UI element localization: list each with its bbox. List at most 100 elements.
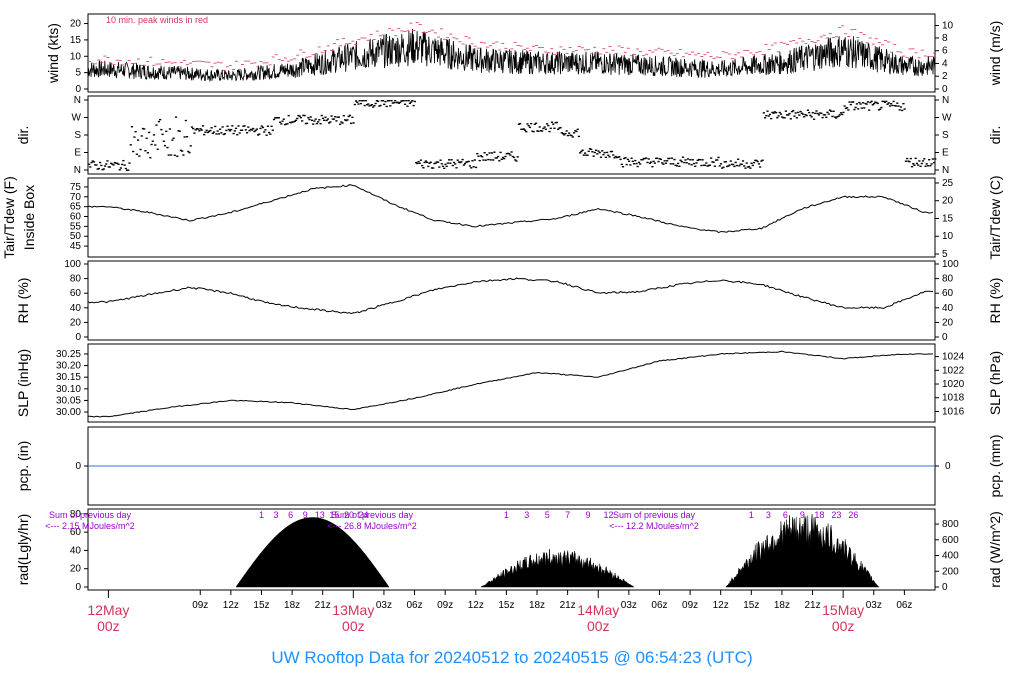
dir-point <box>315 122 318 125</box>
dir-point <box>552 123 555 125</box>
dir-point <box>489 159 492 161</box>
dir-point <box>148 131 151 134</box>
dir-point <box>336 116 339 118</box>
dir-point <box>786 114 789 116</box>
rad-hour-label: 9 <box>586 510 591 520</box>
dir-point <box>512 156 516 159</box>
dir-point <box>904 160 907 162</box>
temp-c-axis-label: 10 <box>942 231 954 242</box>
dir-point <box>891 104 894 107</box>
rad-hour-label: 24 <box>359 510 369 520</box>
dir-point <box>619 158 622 161</box>
dir-point <box>695 162 698 164</box>
dir-point <box>610 150 614 153</box>
dir-point <box>263 131 266 133</box>
rad-sum-label: Sum of previous day <box>331 510 414 520</box>
dir-point <box>883 101 887 103</box>
dir-point <box>778 111 781 114</box>
dir-point <box>663 160 666 162</box>
dir-point <box>548 130 551 133</box>
dir-axis-label: N <box>74 165 81 176</box>
slp-inhg-axis-label: 30.05 <box>56 395 81 406</box>
dir-point <box>777 115 780 117</box>
dir-point <box>113 161 116 164</box>
dir-point <box>124 167 127 170</box>
dir-point <box>298 115 301 117</box>
dir-point <box>554 121 557 124</box>
dir-point <box>901 109 904 112</box>
dir-point <box>915 162 919 165</box>
dir-point <box>621 165 625 168</box>
dir-point <box>750 162 753 164</box>
rh-axis-right-label: 40 <box>942 303 954 314</box>
dir-point <box>184 119 187 122</box>
dir-point <box>596 153 599 155</box>
dir-axis-right-label: W <box>942 113 952 124</box>
dir-point <box>144 150 147 152</box>
dir-point <box>745 162 748 164</box>
dir-point <box>515 160 518 162</box>
rad-sum-label: Sum of previous day <box>49 510 132 520</box>
dir-point <box>779 113 783 115</box>
dir-point <box>145 137 148 139</box>
rad-hour-label: 6 <box>288 510 293 520</box>
dir-point <box>650 161 653 163</box>
rad-sum-value: <--- 2.15 MJoules/m^2 <box>45 521 135 531</box>
dir-point <box>136 139 140 141</box>
dir-point <box>342 114 345 117</box>
dir-point <box>572 132 576 134</box>
dir-point <box>178 130 181 132</box>
dir-point <box>141 127 145 130</box>
dir-point <box>605 151 609 154</box>
dir-point <box>516 156 519 158</box>
rad-ylabel-left: rad(Lgly/hr) <box>15 514 31 586</box>
dir-point <box>452 161 456 164</box>
rad-hour-label: 1 <box>259 510 264 520</box>
dir-point <box>703 164 707 167</box>
dir-point <box>190 126 194 128</box>
dir-point <box>234 127 238 130</box>
dir-point <box>561 132 565 135</box>
rad-lgly-axis-label: 0 <box>75 582 81 593</box>
dir-point <box>810 116 813 118</box>
rad-hour-label: 1 <box>749 510 754 520</box>
dir-point <box>440 163 443 165</box>
dir-point <box>429 161 432 163</box>
dir-point <box>755 159 758 162</box>
dir-point <box>500 158 503 160</box>
dir-point <box>744 167 747 169</box>
dir-point <box>730 163 734 166</box>
rad-hour-label: 12 <box>603 510 613 520</box>
dir-point <box>741 160 745 162</box>
dir-point <box>624 157 627 159</box>
temp-f-axis-label: 70 <box>70 192 82 203</box>
temp-ylabel-left2: Inside Box <box>21 185 37 250</box>
dir-point <box>510 151 513 153</box>
dir-point <box>751 164 754 167</box>
wind-kts-axis-label: 10 <box>70 51 82 62</box>
dir-point <box>902 102 905 105</box>
dir-point <box>102 168 105 170</box>
x-tick-label: 12z <box>223 600 239 611</box>
dir-point <box>346 119 349 121</box>
dir-point <box>255 128 258 130</box>
dir-point <box>614 155 617 158</box>
slp-hpa-axis-label: 1020 <box>942 379 965 390</box>
dir-point <box>850 101 854 103</box>
rad-hour-label: 3 <box>274 510 279 520</box>
dir-point <box>504 155 507 158</box>
dir-point <box>544 128 547 130</box>
dir-point <box>155 124 158 126</box>
dir-point <box>832 110 835 112</box>
dir-point <box>233 130 236 132</box>
dir-point <box>723 161 726 163</box>
dir-point <box>244 129 247 131</box>
dir-point <box>727 165 730 167</box>
dir-point <box>237 125 240 127</box>
panel-frame-1 <box>87 95 936 175</box>
dir-point <box>670 157 674 159</box>
dir-point <box>296 117 299 120</box>
dir-point <box>334 116 337 118</box>
dir-point <box>283 123 287 126</box>
